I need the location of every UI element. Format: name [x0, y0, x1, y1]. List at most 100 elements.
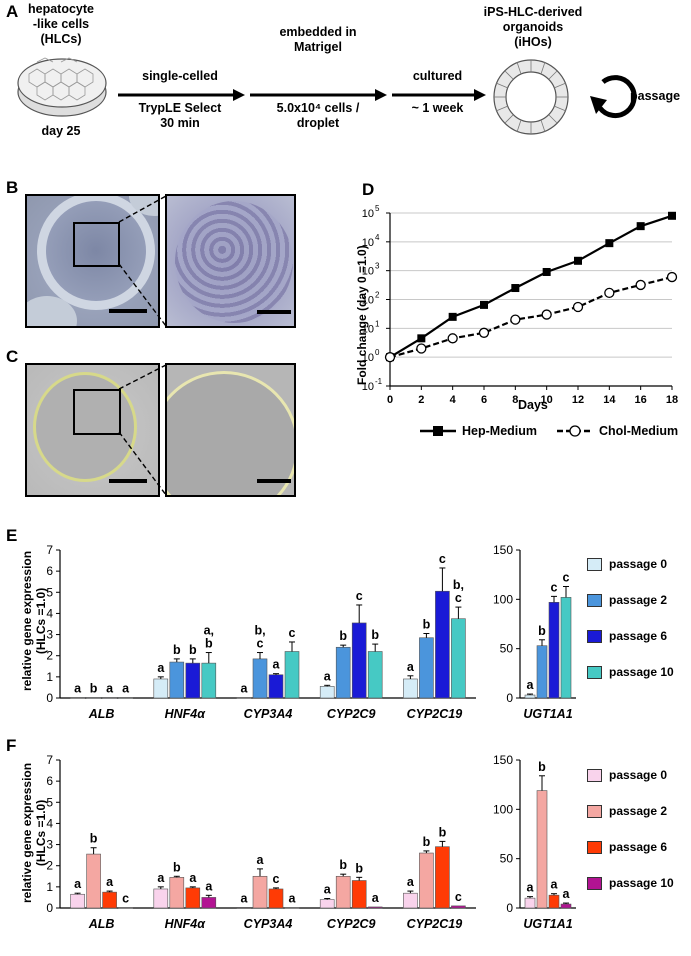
significance-letter: a	[273, 658, 281, 672]
y-tick-label: 4	[46, 606, 53, 620]
legend-swatch	[587, 665, 602, 679]
bar	[70, 893, 85, 909]
step1-bottom: TrypLE Select 30 min	[138, 101, 222, 130]
legend-swatch	[587, 804, 602, 818]
day-label: day 25	[41, 124, 81, 138]
bar	[403, 678, 418, 699]
bar	[524, 694, 536, 699]
micrograph-c-overview	[25, 363, 160, 497]
bar	[335, 646, 351, 699]
chol-point	[510, 314, 521, 325]
significance-letter: b,	[453, 578, 464, 592]
legend-item: passage 0	[587, 557, 667, 571]
chart-f-legend: passage 0 passage 2 passage 6 passage 10	[587, 768, 687, 928]
significance-letter: a	[74, 877, 82, 891]
significance-letter: a	[74, 682, 82, 696]
significance-letter: c	[455, 890, 462, 904]
significance-letter: a	[241, 682, 249, 696]
y-tick-exponent: 0	[375, 348, 380, 357]
significance-letter: b	[90, 682, 98, 696]
x-tick-label: 18	[666, 394, 678, 406]
bar	[419, 637, 434, 699]
scale-bar-b-zoom	[257, 310, 291, 314]
legend-label: passage 10	[609, 876, 674, 890]
y-tick-label: 5	[46, 585, 53, 599]
y-tick-label: 0	[506, 691, 513, 705]
significance-letter: a	[205, 879, 213, 893]
y-tick-label: 10	[362, 266, 374, 278]
chart-f-ylabel: relative gene expression (HLCs =1.0)	[20, 762, 48, 903]
x-tick-label: 16	[635, 394, 647, 406]
organoid-icon	[493, 59, 569, 135]
y-tick-exponent: -1	[375, 377, 383, 386]
hep-point	[636, 222, 645, 231]
panel-letter-b: B	[6, 178, 19, 197]
significance-letter: c	[551, 580, 558, 594]
bar	[536, 790, 548, 909]
y-tick-label: 2	[46, 859, 53, 873]
bar	[185, 662, 201, 699]
significance-letter: b	[423, 618, 431, 632]
y-tick-exponent: 1	[375, 319, 380, 328]
significance-letter: a	[324, 669, 332, 683]
chart-d-legend: Hep-Medium Chol-Medium	[418, 424, 678, 438]
significance-letter: b	[355, 861, 363, 875]
category-label: ALB	[88, 917, 115, 931]
hep-point	[542, 267, 551, 276]
bar	[236, 697, 252, 699]
significance-letter: b	[189, 643, 197, 657]
legend-chol-marker	[557, 425, 593, 437]
y-tick-label: 50	[500, 852, 514, 866]
legend-hep-marker	[420, 426, 456, 436]
bar	[201, 662, 217, 699]
significance-letter: a	[407, 660, 415, 674]
significance-letter: a	[407, 875, 415, 889]
legend-item: passage 6	[587, 840, 667, 854]
significance-letter: b	[371, 628, 379, 642]
bar	[268, 888, 284, 909]
bar-chart-f-main: 01234567ALBabacHNF4αabaaCYP3A4aacaCYP2C9…	[46, 753, 476, 931]
y-tick-label: 7	[46, 753, 53, 767]
bar	[153, 678, 169, 699]
significance-letter: c	[257, 637, 264, 651]
bar	[169, 877, 185, 909]
bar	[560, 597, 572, 699]
zoom-box-b	[73, 222, 120, 267]
bar	[403, 892, 418, 909]
x-tick-label: 0	[387, 394, 393, 406]
legend-item: passage 2	[587, 593, 667, 607]
micrograph-c-zoom	[165, 363, 296, 497]
chol-point	[416, 343, 427, 354]
y-tick-label: 1	[46, 880, 53, 894]
significance-letter: a	[122, 682, 130, 696]
x-tick-label: 10	[541, 394, 553, 406]
panel-letter-e: E	[6, 526, 18, 545]
schema-arrows	[118, 59, 637, 135]
significance-letter: c	[122, 892, 129, 906]
legend-swatch	[587, 557, 602, 571]
panel-letter-a: A	[6, 2, 19, 21]
panel-letter-f: F	[6, 736, 17, 755]
legend-swatch	[587, 629, 602, 643]
y-tick-exponent: 4	[375, 233, 380, 242]
chart-d-xlabel: Days	[518, 398, 548, 412]
significance-letter: b,	[254, 624, 265, 638]
step3-bottom: ~ 1 week	[411, 101, 464, 115]
hep-point	[417, 334, 426, 343]
legend-swatch	[587, 768, 602, 782]
y-tick-label: 10	[362, 352, 374, 364]
significance-letter: b	[339, 629, 347, 643]
step2-top: embedded in Matrigel	[279, 25, 357, 54]
chol-point	[447, 333, 458, 344]
bar	[118, 907, 133, 909]
significance-letter: a	[241, 891, 249, 905]
significance-letter: a	[527, 881, 535, 895]
legend-item: passage 6	[587, 629, 667, 643]
y-tick-label: 50	[500, 642, 514, 656]
hep-point	[605, 239, 614, 248]
bar	[319, 686, 335, 699]
significance-letter: b	[423, 835, 431, 849]
category-label: CYP3A4	[244, 917, 293, 931]
zoom-connector-lines	[118, 195, 167, 496]
